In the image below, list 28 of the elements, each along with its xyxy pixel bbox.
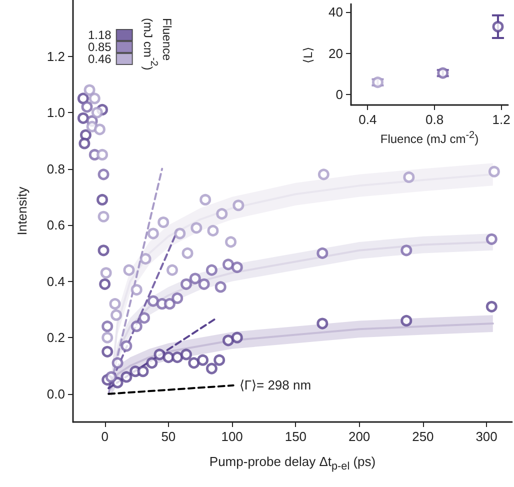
y-tick-label: 0.2 <box>46 330 65 346</box>
y-axis-title: Intensity <box>14 186 30 236</box>
legend-label: 0.85 <box>88 40 112 54</box>
x-tick-label: 100 <box>221 429 243 444</box>
y-tick-label: 1.0 <box>46 105 65 120</box>
y-tick-label: 1.2 <box>46 48 65 64</box>
y-tick-label: 20 <box>328 46 343 61</box>
x-tick-label: 1.2 <box>492 112 510 127</box>
y-tick-label: 0.4 <box>46 274 65 289</box>
x-tick-label: 0.8 <box>425 112 444 127</box>
legend-label: 1.18 <box>88 28 112 42</box>
y-tick-label: 40 <box>328 4 343 20</box>
y-tick-label: 0 <box>336 87 343 102</box>
x-axis-title: Pump-probe delay Δt$_{p-el}$ (ps) <box>209 454 376 473</box>
x-tick-label: 250 <box>412 429 434 444</box>
y-tick-label: 0.8 <box>46 161 65 176</box>
y-tick-label: 0.0 <box>46 386 65 402</box>
x-tick-label: 0.4 <box>358 112 377 127</box>
y-axis-title: ⟨L⟩ <box>301 46 315 63</box>
x-tick-label: 0 <box>101 429 108 444</box>
x-tick-label: 50 <box>161 429 176 444</box>
annotation: ⟨Γ⟩= 298 nm <box>239 377 312 392</box>
x-axis-title: Fluence (mJ cm$^{-2}$) <box>380 130 479 146</box>
legend-label: 0.46 <box>88 52 112 66</box>
y-tick-label: 0.6 <box>46 218 65 233</box>
x-tick-label: 150 <box>284 429 307 444</box>
x-tick-label: 300 <box>476 429 498 444</box>
x-tick-label: 200 <box>348 429 370 444</box>
